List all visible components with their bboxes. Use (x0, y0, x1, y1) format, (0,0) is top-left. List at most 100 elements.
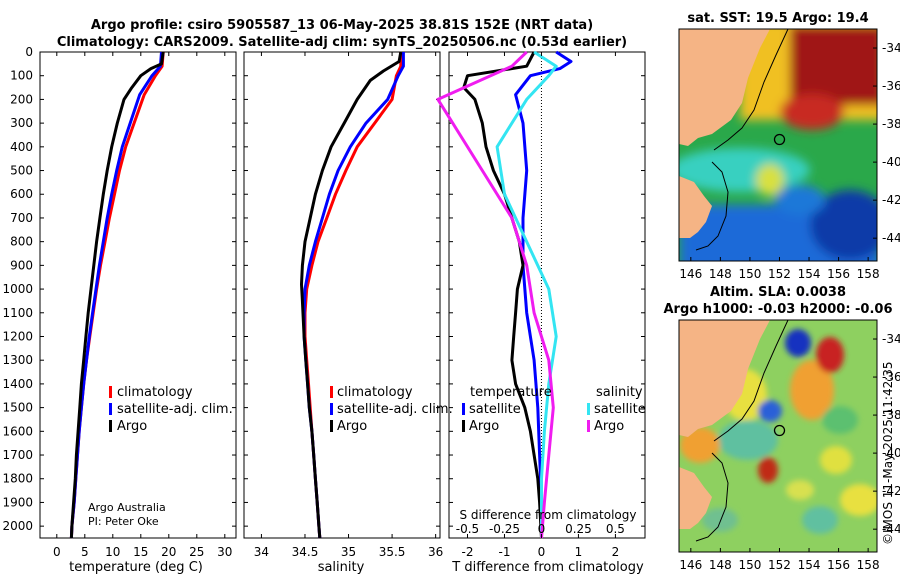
s-tick-label: 0.5 (606, 522, 625, 536)
x-tick-labels: 0 5 10 15 20 25 30 34 34.5 35 35.5 36 -2 -1 0 1 2 (53, 52, 619, 559)
legend-label-argo-2: Argo (337, 419, 367, 434)
temperature-series (69, 51, 165, 539)
map-lat-label: -42 (882, 193, 900, 207)
map-lat-label: -44 (882, 231, 900, 245)
sla-map-title-line1: Altim. SLA: 0.0038 (710, 285, 846, 300)
map-lat-label: -40 (882, 155, 900, 169)
x-tick-label: 35.5 (379, 545, 406, 559)
map-lon-label: 146 (679, 267, 702, 281)
legend-label-climatology: climatology (117, 385, 193, 400)
sst-land (679, 29, 770, 238)
t-difference-axis-label: T difference from climatology (451, 560, 644, 575)
sla-orange (680, 427, 720, 463)
map-lon-label: 148 (709, 558, 732, 572)
legend-swatch-satellite (109, 403, 112, 415)
depth-tick-label: 0 (25, 45, 33, 59)
s-difference-tick-labels: -0.5 -0.25 0 0.25 0.5 (456, 522, 625, 536)
depth-tick-label: 600 (10, 187, 33, 201)
sla-teal (802, 506, 838, 534)
sla-map (679, 320, 877, 552)
map-lat-label: -38 (882, 117, 900, 131)
map-lat-label: -34 (882, 332, 900, 346)
series-line-argo (300, 51, 403, 539)
salinity-series (300, 51, 405, 539)
imos-timestamp: ©IMOS 11-May-2025 11:42:35 (881, 361, 895, 545)
sst-shelf-contour (695, 29, 789, 251)
depth-axis: 0 100 200 300 400 500 600 700 800 900 1000 1100 1200… (2, 45, 645, 533)
depth-tick-label: 1600 (2, 424, 33, 438)
sla-green (822, 406, 858, 434)
x-tick-label: 25 (189, 545, 204, 559)
legend-swatch-argo-2 (330, 420, 333, 432)
sst-field (679, 29, 877, 261)
depth-tick-label: 1000 (2, 282, 33, 296)
sla-argo-position-marker (773, 424, 786, 437)
map-lat-label: -38 (882, 408, 900, 422)
sst-yellow-eddy (756, 164, 784, 196)
depth-tick-label: 1400 (2, 377, 33, 391)
sst-blue-patch (775, 185, 825, 215)
difference-panel (448, 51, 646, 539)
map-lat-label: -36 (882, 370, 900, 384)
x-tick-label: 0 (538, 545, 546, 559)
sla-cyan-ring (718, 420, 778, 460)
depth-tick-label: 2000 (2, 519, 33, 533)
sst-argo-position-marker (773, 133, 786, 146)
depth-tick-label: 100 (10, 69, 33, 83)
legend-label-argo: Argo (117, 419, 147, 434)
depth-tick-label: 900 (10, 258, 33, 272)
map-lon-label: 150 (738, 267, 761, 281)
sst-deep-blue (810, 190, 877, 260)
s-tick-label: 0.25 (565, 522, 592, 536)
series-line-t-satellite (514, 50, 573, 538)
map-lon-label: 154 (798, 267, 821, 281)
s-tick-label: -0.25 (489, 522, 520, 536)
x-tick-label: 36 (428, 545, 443, 559)
x-tick-label: 35 (341, 545, 356, 559)
sst-map-frame (678, 28, 878, 262)
sst-hot-core (790, 29, 877, 105)
map-lon-label: 152 (768, 558, 791, 572)
x-tick-label: 34.5 (292, 545, 319, 559)
depth-tick-label: 300 (10, 116, 33, 130)
series-line-argo (69, 51, 165, 539)
salinity-axis-label: salinity (318, 560, 365, 575)
difference-series (436, 50, 573, 539)
depth-tick-label: 800 (10, 235, 33, 249)
x-tick-label: 20 (161, 545, 176, 559)
s-tick-label: 0 (538, 522, 546, 536)
sla-map-frame (678, 319, 878, 553)
sla-blue-low (785, 329, 811, 357)
depth-tick-label: 200 (10, 92, 33, 106)
sla-teal-2 (702, 508, 738, 532)
depth-tick-label: 1700 (2, 448, 33, 462)
legend-swatch-s-argo (587, 420, 590, 432)
sla-yellow-3 (820, 446, 852, 474)
map-lat-label: -40 (882, 446, 900, 460)
sla-red-high (816, 337, 844, 373)
temperature-panel (39, 51, 237, 539)
map-lat-label: -42 (882, 484, 900, 498)
depth-tick-label: 400 (10, 140, 33, 154)
series-line-s-satellite (495, 50, 558, 538)
legend-label-t-satellite: satellite (469, 402, 521, 417)
x-tick-label: -2 (462, 545, 474, 559)
depth-tick-label: 500 (10, 164, 33, 178)
map-lon-label: 156 (827, 558, 850, 572)
depth-tick-label: 1200 (2, 329, 33, 343)
legend-swatch-climatology-2 (330, 386, 333, 398)
map-lat-label: -34 (882, 41, 900, 55)
legend-label-satellite: satellite-adj. clim. (117, 402, 233, 417)
map-lon-label: 152 (768, 267, 791, 281)
x-tick-label: 15 (133, 545, 148, 559)
x-tick-label: 34 (254, 545, 269, 559)
legend-swatch-argo (109, 420, 112, 432)
map-lon-label: 158 (857, 558, 880, 572)
sla-yellow-5 (786, 480, 814, 500)
map-lon-label: 146 (679, 558, 702, 572)
legend-title-salinity: salinity (596, 385, 643, 400)
series-line-s-argo (436, 50, 555, 539)
sla-blue-low-2 (758, 400, 782, 422)
figure-title-line2: Climatology: CARS2009. Satellite-adj cli… (57, 35, 627, 50)
